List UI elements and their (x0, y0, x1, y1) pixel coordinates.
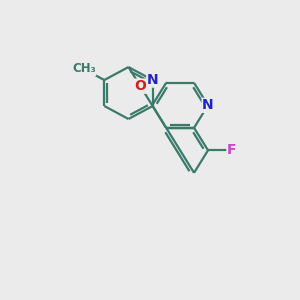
Text: F: F (227, 143, 236, 157)
Text: N: N (202, 98, 214, 112)
Text: O: O (134, 79, 146, 93)
Text: N: N (147, 73, 158, 87)
Text: CH₃: CH₃ (72, 62, 96, 76)
